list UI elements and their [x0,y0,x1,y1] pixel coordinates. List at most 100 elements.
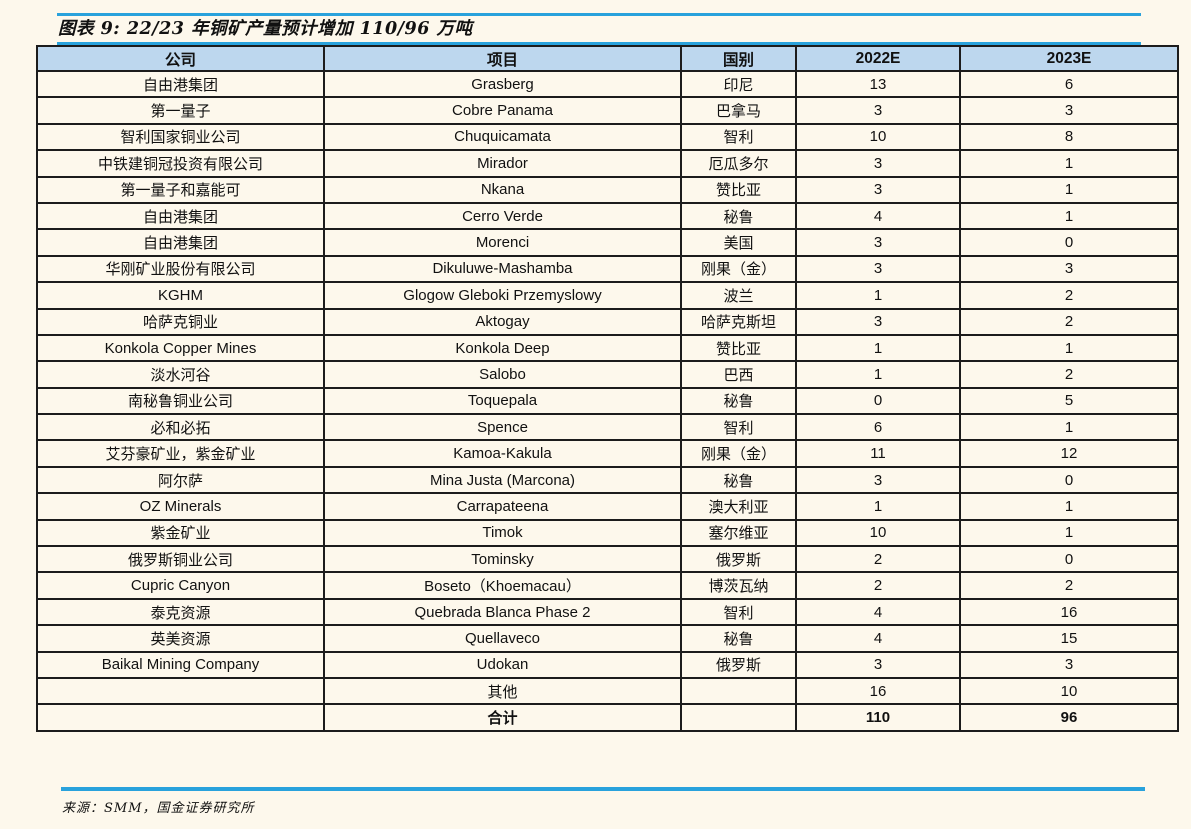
table-row: 自由港集团 Grasberg 印尼 13 6 [36,69,1179,99]
table-bottom-rule [61,787,1145,791]
table-row: 哈萨克铜业 Aktogay 哈萨克斯坦 3 2 [36,307,1179,336]
cell-2023e: 96 [959,703,1179,732]
cell-2022e: 4 [795,597,961,627]
cell-2022e: 3 [795,96,961,125]
cell-project: Aktogay [323,307,682,336]
cell-2023e: 1 [959,333,1179,363]
table-row: 俄罗斯铜业公司 Tominsky 俄罗斯 2 0 [36,545,1179,574]
cell-project: Mirador [323,149,682,178]
cell-country: 秘鲁 [680,201,797,231]
cell-country: 塞尔维亚 [680,518,797,548]
cell-project: Chuquicamata [323,122,682,152]
cell-company: 华刚矿业股份有限公司 [36,254,325,284]
cell-2022e: 10 [795,122,961,152]
cell-country: 智利 [680,122,797,152]
cell-project: Quebrada Blanca Phase 2 [323,597,682,627]
cell-2023e: 2 [959,571,1179,600]
cell-company: 泰克资源 [36,597,325,627]
cell-country: 巴拿马 [680,96,797,125]
cell-project: Nkana [323,175,682,204]
cell-2023e: 0 [959,545,1179,574]
cell-2022e: 3 [795,175,961,204]
cell-project: Quellaveco [323,624,682,653]
cell-2022e: 1 [795,333,961,363]
cell-company: Konkola Copper Mines [36,333,325,363]
table-row: 艾芬豪矿业，紫金矿业 Kamoa-Kakula 刚果（金） 11 12 [36,439,1179,468]
cell-2022e: 3 [795,650,961,679]
cell-country: 俄罗斯 [680,650,797,679]
table-row: 中铁建铜冠投资有限公司 Mirador 厄瓜多尔 3 1 [36,149,1179,178]
cell-company: 英美资源 [36,624,325,653]
cell-country: 赞比亚 [680,175,797,204]
cell-project: 其他 [323,676,682,706]
cell-2023e: 2 [959,360,1179,389]
cell-2022e: 1 [795,492,961,521]
cell-project: Toquepala [323,386,682,416]
table-row: 淡水河谷 Salobo 巴西 1 2 [36,360,1179,389]
cell-country: 刚果（金） [680,439,797,468]
cell-country: 厄瓜多尔 [680,149,797,178]
cell-project: 合计 [323,703,682,732]
cell-2022e: 4 [795,624,961,653]
cell-country: 哈萨克斯坦 [680,307,797,336]
title-bottom-rule [57,42,1141,45]
cell-country: 秘鲁 [680,386,797,416]
cell-2022e: 1 [795,281,961,310]
cell-2022e: 3 [795,228,961,257]
cell-2022e: 16 [795,676,961,706]
cell-2023e: 1 [959,149,1179,178]
cell-2022e: 3 [795,149,961,178]
cell-country: 秘鲁 [680,624,797,653]
cell-2022e: 1 [795,360,961,389]
cell-country: 刚果（金） [680,254,797,284]
cell-company [36,703,325,732]
table-row: OZ Minerals Carrapateena 澳大利亚 1 1 [36,492,1179,521]
cell-project: Spence [323,413,682,442]
cell-company: 自由港集团 [36,228,325,257]
cell-company: 自由港集团 [36,69,325,99]
cell-2023e: 5 [959,386,1179,416]
table-row: 第一量子 Cobre Panama 巴拿马 3 3 [36,96,1179,125]
cell-2023e: 2 [959,307,1179,336]
cell-2022e: 0 [795,386,961,416]
cell-project: Boseto（Khoemacau） [323,571,682,600]
title-top-rule [57,13,1141,16]
header-project: 项目 [323,45,682,72]
cell-company: 艾芬豪矿业，紫金矿业 [36,439,325,468]
table-row: 南秘鲁铜业公司 Toquepala 秘鲁 0 5 [36,386,1179,416]
cell-country: 智利 [680,413,797,442]
cell-project: Grasberg [323,69,682,99]
cell-2023e: 1 [959,175,1179,204]
header-country: 国别 [680,45,797,72]
cell-2022e: 11 [795,439,961,468]
header-row: 公司 项目 国别 2022E 2023E [36,45,1179,72]
table-row: 紫金矿业 Timok 塞尔维亚 10 1 [36,518,1179,548]
cell-company: 紫金矿业 [36,518,325,548]
cell-country: 美国 [680,228,797,257]
table-row: 自由港集团 Morenci 美国 3 0 [36,228,1179,257]
header-2022e: 2022E [795,45,961,72]
table-row: 泰克资源 Quebrada Blanca Phase 2 智利 4 16 [36,597,1179,627]
cell-project: Mina Justa (Marcona) [323,465,682,495]
table-row: 必和必拓 Spence 智利 6 1 [36,413,1179,442]
cell-company: 阿尔萨 [36,465,325,495]
table-row: 华刚矿业股份有限公司 Dikuluwe-Mashamba 刚果（金） 3 3 [36,254,1179,284]
cell-company: Cupric Canyon [36,571,325,600]
cell-2023e: 3 [959,96,1179,125]
table-row: Cupric Canyon Boseto（Khoemacau） 博茨瓦纳 2 2 [36,571,1179,600]
header-company: 公司 [36,45,325,72]
cell-project: Salobo [323,360,682,389]
cell-company: 必和必拓 [36,413,325,442]
cell-2023e: 1 [959,492,1179,521]
cell-company: 中铁建铜冠投资有限公司 [36,149,325,178]
cell-country [680,703,797,732]
cell-company [36,676,325,706]
cell-company: Baikal Mining Company [36,650,325,679]
cell-2023e: 6 [959,69,1179,99]
cell-2023e: 1 [959,413,1179,442]
cell-country: 巴西 [680,360,797,389]
cell-company: 自由港集团 [36,201,325,231]
cell-country [680,676,797,706]
cell-2022e: 2 [795,545,961,574]
